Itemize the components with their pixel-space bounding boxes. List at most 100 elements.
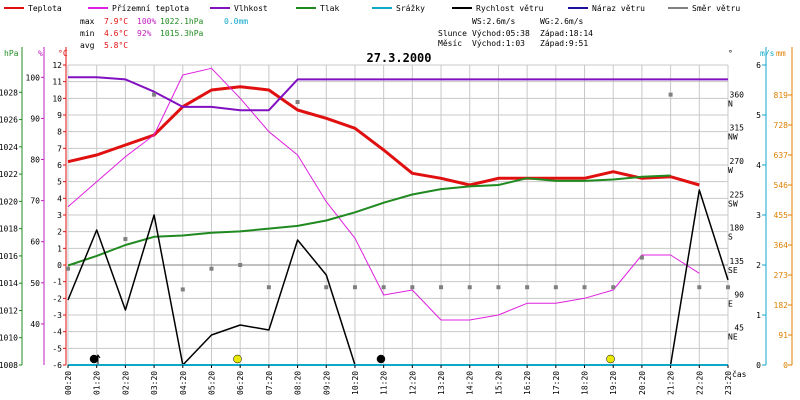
wind-direction-point [639, 255, 644, 260]
press_hpa-tick-label: 1016 [0, 252, 18, 261]
dir-tick-compass: NE [728, 333, 738, 342]
sun-moon-block: WS:2.6m/s WG:2.6m/s Slunce Východ:05:38 … [438, 17, 593, 48]
wind-speed-summary: WS:2.6m/s [472, 17, 516, 26]
sunrise-time: Východ:05:38 [472, 29, 530, 38]
temp_c-tick-label: 11 [52, 78, 62, 87]
wind-tick-label: 2 [756, 261, 761, 270]
x-tick-label: 03:20 [150, 371, 159, 395]
wind-direction-point [381, 285, 386, 290]
dir-axis-title: ° [728, 49, 733, 58]
hum_pct-tick-label: 100 [26, 73, 41, 82]
x-tick-label: 00:20 [64, 371, 73, 395]
x-tick-label: 04:20 [179, 371, 188, 395]
x-tick-label: 02:20 [121, 371, 130, 395]
temp_c-tick-label: -1 [52, 278, 62, 287]
axes: hPa1008101010121014101610181020102210241… [0, 47, 793, 370]
dir-tick-compass: SE [728, 266, 738, 275]
press_hpa-tick-label: 1018 [0, 225, 18, 234]
dir-tick-label: 135 [730, 257, 745, 266]
dir-tick-label: 180 [730, 224, 745, 233]
temp_c-tick-label: -5 [52, 344, 62, 353]
x-tick-label: 08:20 [294, 371, 303, 395]
hum_pct-tick-label: 40 [30, 320, 40, 329]
x-tick-label: 06:20 [236, 371, 245, 395]
dir-tick-compass: W [728, 166, 733, 175]
x-tick-label: 21:20 [667, 371, 676, 395]
wind-direction-point [324, 285, 329, 290]
wind-direction-point [238, 263, 243, 267]
wind-tick-label: 1 [756, 311, 761, 320]
temp_c-tick-label: -4 [52, 328, 62, 337]
temp_c-tick-label: 0 [57, 261, 62, 270]
wind-direction-point [410, 285, 415, 290]
wind-gust-summary: WG:2.6m/s [540, 17, 584, 26]
moon-arrow-icon [95, 354, 101, 365]
rain-tick-label: 0 [783, 361, 788, 370]
press_hpa-tick-label: 1028 [0, 88, 18, 97]
stats-block: max 7.9°C 100% 1022.1hPa 0.0mm min 4.6°C… [80, 17, 248, 50]
temp_c-tick-label: 5 [57, 178, 62, 187]
event-sunset [606, 354, 615, 364]
chart-title: 27.3.2000 [366, 51, 431, 65]
temp_c-tick-label: 7 [57, 144, 62, 153]
hum_pct-axis-title: % [38, 49, 43, 58]
wind-direction-point [467, 285, 472, 290]
series-line-0 [67, 85, 700, 187]
moon-label: Měsíc [438, 39, 462, 48]
dir-tick-compass: N [728, 99, 733, 108]
x-axis-title: čas [732, 369, 747, 379]
wind-direction-point [66, 266, 70, 271]
legend-label-6: Náraz větru [592, 4, 645, 13]
x-tick-label: 17:20 [552, 371, 561, 395]
legend-label-7: Směr větru [692, 4, 740, 13]
plot-area [66, 67, 730, 366]
event-moon-rise [376, 354, 386, 364]
rain-tick-label: 364 [774, 241, 789, 250]
series-line-2 [68, 76, 728, 112]
x-tick-label: 14:20 [466, 371, 475, 395]
wind-tick-label: 6 [756, 61, 761, 70]
wind-direction-point [582, 285, 587, 290]
stats-min-hum: 92% [137, 29, 152, 38]
x-tick-label: 01:20 [93, 371, 102, 395]
press_hpa-tick-label: 1008 [0, 361, 18, 370]
temp_c-tick-label: 9 [57, 111, 62, 120]
legend-label-4: Srážky [396, 4, 425, 13]
wind-tick-label: 0 [756, 361, 761, 370]
stats-max-label: max [80, 17, 95, 26]
temp_c-tick-label: 12 [52, 61, 62, 70]
hum_pct-tick-label: 90 [30, 114, 40, 123]
wind-tick-label: 4 [756, 161, 761, 170]
temp_c-tick-label: -6 [52, 361, 62, 370]
rain-tick-label: 819 [774, 91, 789, 100]
wind-tick-label: 5 [756, 111, 761, 120]
hum_pct-tick-label: 50 [30, 279, 40, 288]
wind-direction-point [209, 266, 214, 271]
wind-direction-point [152, 92, 157, 97]
legend-label-3: Tlak [320, 4, 339, 13]
press_hpa-tick-label: 1010 [0, 334, 18, 343]
dir-tick-label: 90 [734, 290, 744, 299]
legend-label-1: Přízemní teplota [112, 4, 189, 13]
stats-min-temp: 4.6°C [104, 29, 128, 38]
temp_c-tick-label: -3 [52, 311, 62, 320]
rain-tick-label: 273 [774, 271, 789, 280]
rain-tick-label: 182 [774, 301, 789, 310]
dir-tick-label: 225 [730, 190, 745, 199]
dir-tick-compass: E [728, 299, 733, 308]
press_hpa-tick-label: 1026 [0, 116, 18, 125]
stats-max-temp: 7.9°C [104, 17, 128, 26]
hum_pct-tick-label: 80 [30, 156, 40, 165]
dir-tick-compass: S [728, 233, 733, 242]
wind-direction-point [266, 285, 271, 290]
rain-tick-label: 91 [778, 331, 788, 340]
wind-direction-point [525, 285, 530, 290]
hum_pct-tick-label: 70 [30, 197, 40, 206]
stats-avg-temp: 5.8°C [104, 41, 128, 50]
x-tick-label: 15:20 [494, 371, 503, 395]
temp_c-tick-label: 3 [57, 211, 62, 220]
temp_c-tick-label: 4 [57, 194, 62, 203]
x-tick-label: 05:20 [207, 371, 216, 395]
